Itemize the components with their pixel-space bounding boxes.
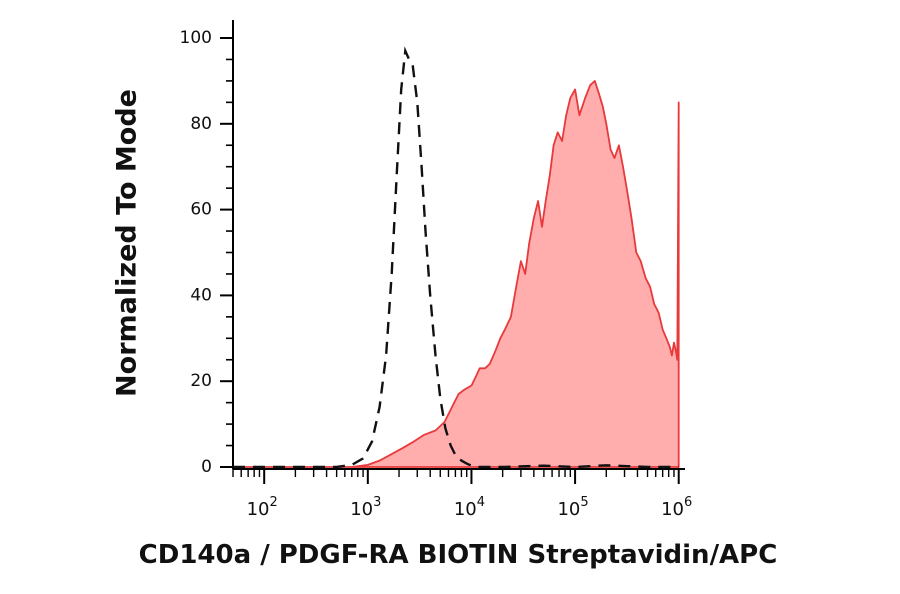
y-tick-label: 0: [201, 457, 212, 477]
series-dashed-line: [233, 46, 679, 469]
x-tick-label: 105: [557, 495, 588, 520]
y-axis-label: Normalized To Mode: [112, 89, 143, 397]
x-ticks: 102 103 104 105 106: [232, 469, 692, 520]
series-filled-area: [232, 80, 680, 468]
x-tick-label: 104: [454, 495, 485, 520]
y-tick-label: 100: [180, 28, 212, 48]
y-tick-label: 60: [190, 200, 212, 220]
y-tick-label: 20: [190, 371, 212, 391]
axes: 0 20 40 60 80 100 102 103 104 105 106: [180, 20, 692, 520]
x-tick-label: 106: [661, 495, 692, 520]
y-tick-label: 40: [190, 285, 212, 305]
y-ticks: 0 20 40 60 80 100: [180, 28, 233, 477]
x-tick-label: 103: [350, 495, 381, 520]
y-tick-label: 80: [190, 114, 212, 134]
plot-area: [232, 46, 680, 469]
x-tick-label: 102: [247, 495, 278, 520]
x-axis-label: CD140a / PDGF-RA BIOTIN Streptavidin/APC: [139, 540, 778, 570]
